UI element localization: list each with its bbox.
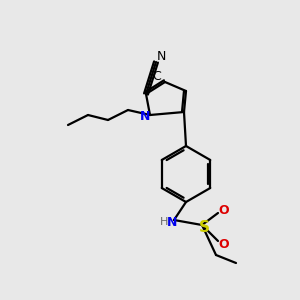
Text: O: O [219,203,229,217]
Text: N: N [140,110,150,124]
Text: N: N [167,215,177,229]
Text: H: H [160,217,168,227]
Text: N: N [156,50,166,64]
Text: S: S [199,220,209,235]
Text: O: O [219,238,229,250]
Text: C: C [152,70,161,83]
